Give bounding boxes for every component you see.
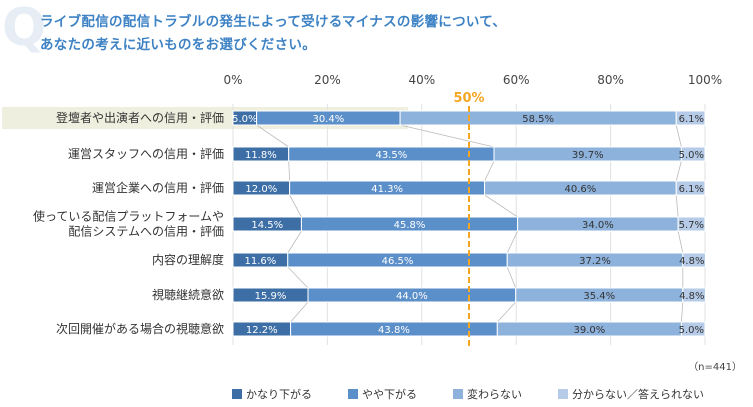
legend-item: 分からない／答えられない: [558, 386, 704, 402]
connector-line: [484, 160, 495, 182]
data-label: 43.5%: [375, 150, 407, 161]
x-tick-label: 40%: [408, 73, 435, 87]
data-label: 11.6%: [244, 256, 276, 267]
bar-segment: [682, 287, 706, 303]
legend-swatch: [558, 389, 568, 399]
legend-swatch: [232, 389, 242, 399]
data-label: 34.0%: [582, 220, 614, 231]
data-label: 46.5%: [382, 256, 414, 267]
data-label: 40.6%: [565, 184, 597, 195]
q-mark: Q: [2, 0, 47, 58]
category-label: 登壇者や出演者への信用・評価: [56, 110, 224, 125]
connector-line: [399, 124, 495, 148]
data-label: 41.3%: [371, 184, 403, 195]
data-label: 30.4%: [312, 114, 344, 125]
connector-line: [287, 266, 309, 289]
x-tick-label: 80%: [597, 73, 624, 87]
data-label: 4.8%: [679, 256, 704, 267]
connector-line: [675, 194, 679, 218]
data-label: 58.5%: [522, 114, 554, 125]
connector-line: [675, 160, 682, 182]
data-label: 15.9%: [255, 291, 287, 302]
connector-line: [506, 266, 517, 289]
connector-line: [256, 124, 289, 148]
data-label: 5.0%: [679, 150, 704, 161]
legend: かなり下がる やや下がる 変わらない 分からない／答えられない: [232, 386, 740, 402]
connector-line: [288, 160, 291, 182]
stacked-bar-chart: 0% 20% 40% 60% 80% 100% 登壇者や出演者への信用・評価運営スタッフへの…: [2, 73, 742, 373]
legend-swatch: [348, 389, 358, 399]
data-label: 11.8%: [245, 150, 277, 161]
bar-segment: [680, 146, 706, 162]
legend-label: やや下がる: [362, 388, 417, 401]
data-label: 12.2%: [246, 325, 278, 336]
legend-label: 分からない／答えられない: [572, 388, 704, 401]
bar-segment: [680, 321, 706, 337]
data-label: 39.0%: [573, 325, 605, 336]
legend-label: 変わらない: [467, 388, 522, 401]
legend-item: かなり下がる: [232, 386, 312, 402]
bar-segment: [675, 110, 706, 126]
data-label: 39.7%: [572, 150, 604, 161]
category-label: 次回開催がある場合の視聴意欲: [56, 321, 224, 336]
connector-line: [290, 301, 309, 323]
data-label: 6.1%: [679, 114, 704, 125]
question-title-line-2: あなたの考えに近いものをお選びください。: [40, 37, 316, 53]
legend-swatch: [453, 389, 463, 399]
data-label: 14.5%: [251, 220, 283, 231]
category-label: 運営スタッフへの信用・評価: [68, 146, 224, 161]
category-label: 内容の理解度: [152, 252, 224, 267]
category-label: 視聴継続意欲: [152, 287, 224, 302]
connector-line: [675, 124, 682, 148]
data-label: 43.8%: [378, 325, 410, 336]
data-label: 44.0%: [396, 291, 428, 302]
data-label: 6.1%: [679, 184, 704, 195]
legend-item: やや下がる: [348, 386, 417, 402]
connector-line: [289, 194, 302, 218]
legend-label: かなり下がる: [246, 388, 312, 401]
data-label: 4.8%: [679, 291, 704, 302]
connector-line: [287, 230, 302, 254]
data-label: 35.4%: [583, 291, 615, 302]
bar-segment: [682, 252, 706, 268]
x-tick-label: 100%: [688, 73, 722, 87]
data-label: 45.8%: [394, 220, 426, 231]
reference-line-label: 50%: [453, 91, 484, 106]
x-tick-label: 0%: [223, 73, 242, 87]
sample-size-note: （n=441）: [688, 361, 742, 373]
data-label: 5.0%: [679, 325, 704, 336]
data-label: 12.0%: [245, 184, 277, 195]
connector-line: [484, 194, 518, 218]
question-title-line-1: ライブ配信の配信トラブルの発生によって受けるマイナスの影響について、: [40, 14, 507, 30]
category-label: 運営企業への信用・評価: [92, 180, 224, 195]
bar-segment: [677, 216, 706, 232]
connector-line: [681, 301, 684, 323]
connector-line: [497, 301, 517, 323]
data-label: 37.2%: [579, 256, 611, 267]
bar-segment: [675, 180, 706, 196]
connector-line: [506, 230, 518, 254]
connector-line: [677, 230, 684, 254]
x-tick-label: 20%: [314, 73, 341, 87]
x-tick-label: 60%: [503, 73, 530, 87]
data-label: 5.7%: [679, 220, 704, 231]
category-label: 使っている配信プラットフォームや配信システムへの信用・評価: [33, 209, 224, 239]
legend-item: 変わらない: [453, 386, 522, 402]
data-label: 5.0%: [232, 114, 257, 125]
